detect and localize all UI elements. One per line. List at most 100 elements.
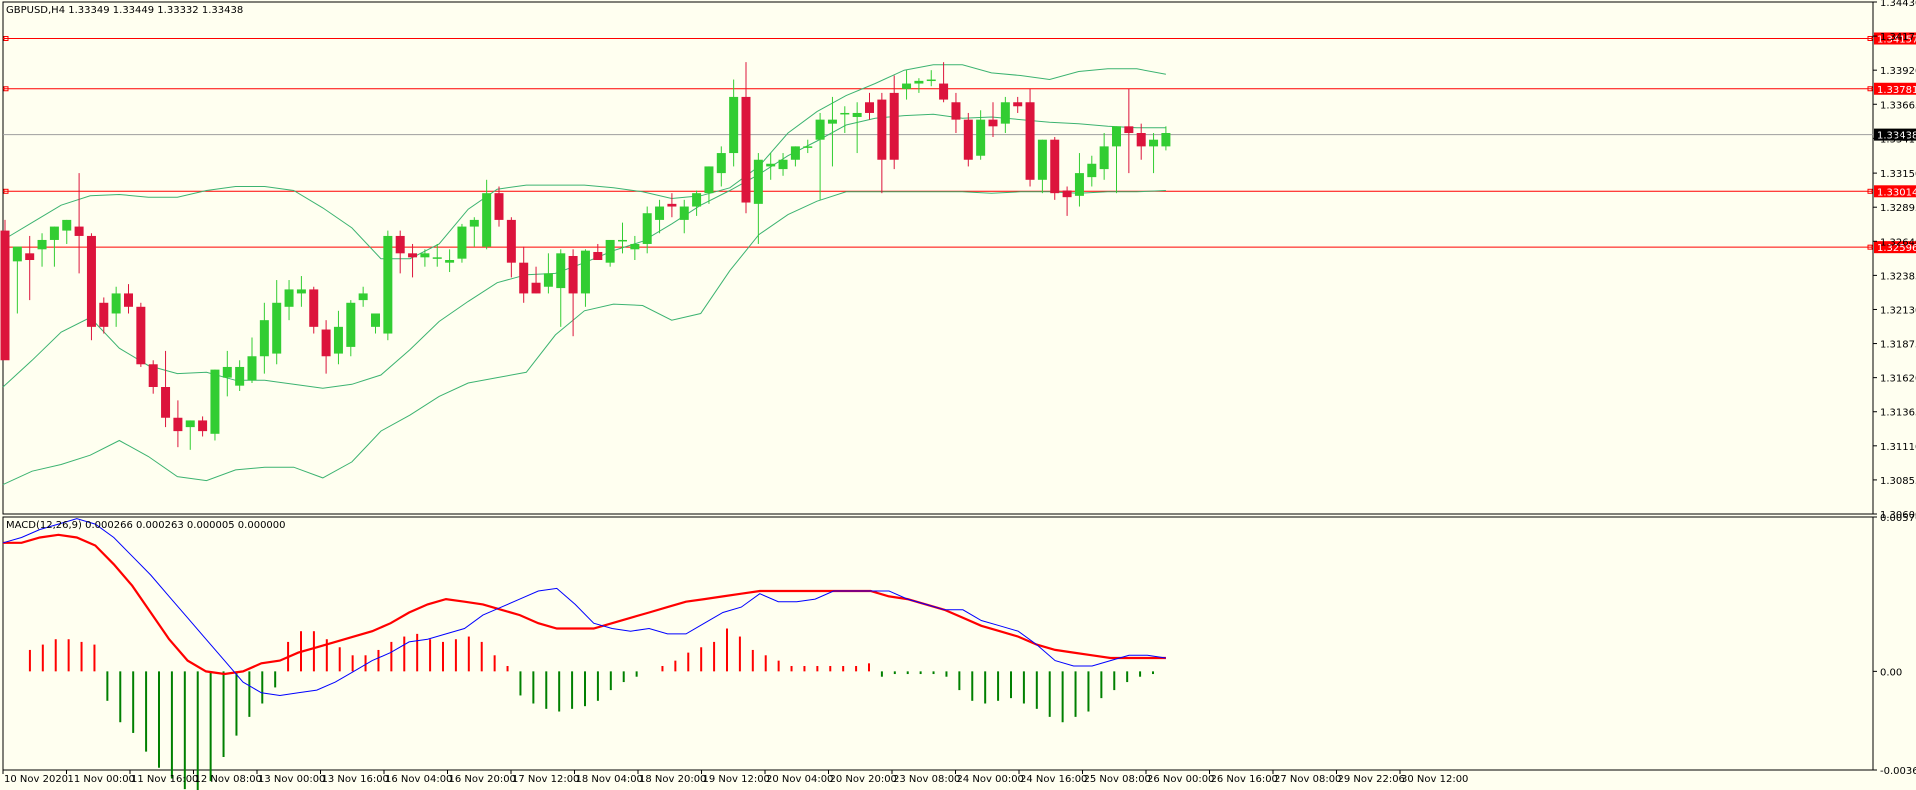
macd-tick-label: -0.003684 [1880, 766, 1916, 777]
candle-body [259, 320, 269, 357]
candle-body [445, 260, 455, 263]
price-pane[interactable]: 1.34157 1.33781 1.33014 1.32596 1.33438 1.34… [0, 0, 1916, 521]
candle-body [902, 83, 912, 89]
macd-lines [2, 518, 1166, 697]
candle-body [729, 96, 739, 154]
time-tick-label: 11 Nov 16:00 [131, 774, 198, 785]
level-anchor-right [1867, 244, 1873, 250]
candle-body [358, 293, 368, 301]
candle-body [840, 112, 850, 115]
candle-body [1087, 163, 1097, 178]
candle-body [926, 79, 936, 82]
time-tick-label: 11 Nov 00:00 [68, 774, 135, 785]
level-price-tag [1874, 32, 1916, 45]
candle-body [580, 250, 590, 294]
current-price-tag [1874, 128, 1916, 141]
time-tick-label: 27 Nov 08:00 [1274, 774, 1341, 785]
time-tick-label: 10 Nov 2020 [4, 774, 68, 785]
price-tick-label: 1.33920 [1880, 66, 1916, 77]
band-lower [2, 190, 1166, 486]
current-price-label: 1.33438 [1877, 131, 1916, 142]
candle-body [432, 257, 442, 259]
candle-body [593, 251, 603, 261]
candle-body [605, 239, 615, 263]
candle-body [99, 302, 109, 327]
candle-body [1050, 139, 1060, 194]
level-price-tag [1874, 82, 1916, 95]
candle-body [543, 273, 553, 287]
time-tick-label: 16 Nov 20:00 [449, 774, 516, 785]
candle-body [704, 166, 714, 194]
level-anchor-left [3, 86, 9, 92]
candle-body [642, 213, 652, 244]
time-tick-label: 16 Nov 04:00 [385, 774, 452, 785]
candle-body [1112, 126, 1121, 147]
price-tick-label: 1.33150 [1880, 169, 1916, 180]
candle-body [272, 302, 282, 354]
macd-main-line [2, 518, 1166, 697]
candle-body [1000, 102, 1010, 124]
candles [0, 62, 1171, 450]
time-tick-label: 12 Nov 08:00 [195, 774, 262, 785]
candle-body [371, 313, 380, 327]
candle-body [383, 235, 393, 334]
candle-body [655, 206, 665, 220]
level-price-tag [1874, 241, 1916, 254]
candle-body [1062, 190, 1072, 198]
time-tick-label: 30 Nov 12:00 [1401, 774, 1468, 785]
price-tick-label: 1.32130 [1880, 305, 1916, 316]
price-tick-label: 1.34175 [1880, 32, 1916, 43]
candle-body [1025, 102, 1035, 180]
candle-body [210, 369, 220, 434]
candle-body [815, 119, 825, 140]
candle-body [25, 253, 35, 261]
macd-tick-label: 0.005765 [1880, 513, 1916, 524]
candle-body [741, 96, 751, 203]
level-price-label: 1.32596 [1877, 243, 1916, 254]
candle-body [852, 112, 862, 117]
candle-body [939, 83, 949, 100]
candle-body [346, 302, 356, 347]
candle-body [766, 163, 776, 167]
candle-body [1136, 133, 1146, 147]
level-anchor-right [1867, 86, 1873, 92]
candle-body [692, 193, 702, 207]
time-tick-label: 20 Nov 04:00 [766, 774, 833, 785]
candle-body [519, 262, 529, 294]
macd-pane[interactable]: 0.005765 0.00 -0.003684 MACD(12,26,9) 0.00… [2, 513, 1916, 790]
time-tick-label: 26 Nov 16:00 [1211, 774, 1278, 785]
candle-body [716, 153, 726, 174]
level-anchor-left [3, 188, 9, 194]
candle-body [333, 326, 343, 354]
candle-body [531, 282, 541, 294]
candle-body [74, 226, 84, 236]
candle-body [420, 253, 430, 258]
price-tick-label: 1.34430 [1880, 0, 1916, 9]
candle-body [247, 356, 257, 381]
time-tick-label: 18 Nov 20:00 [639, 774, 706, 785]
candle-body [198, 420, 208, 432]
macd-histogram [28, 628, 1154, 790]
candle-body [284, 289, 294, 307]
macd-axis: 0.005765 0.00 -0.003684 [1873, 513, 1916, 777]
candle-body [457, 226, 467, 259]
candle-body [865, 102, 874, 113]
candle-body [161, 387, 171, 418]
candle-body [556, 253, 566, 289]
price-tick-label: 1.32640 [1880, 237, 1916, 248]
level-anchor-right [1867, 188, 1873, 194]
candle-body [753, 159, 763, 204]
time-tick-label: 19 Nov 12:00 [703, 774, 770, 785]
candle-body [827, 119, 837, 124]
time-tick-label: 17 Nov 12:00 [512, 774, 579, 785]
candle-body [37, 239, 47, 250]
candle-body [778, 159, 788, 170]
macd-tick-label: 0.00 [1880, 667, 1902, 678]
candle-body [173, 417, 183, 432]
candle-body [877, 99, 887, 160]
candle-body [49, 226, 59, 240]
candle-body [86, 235, 96, 327]
price-tick-label: 1.30855 [1880, 476, 1916, 487]
candle-body [568, 255, 578, 294]
